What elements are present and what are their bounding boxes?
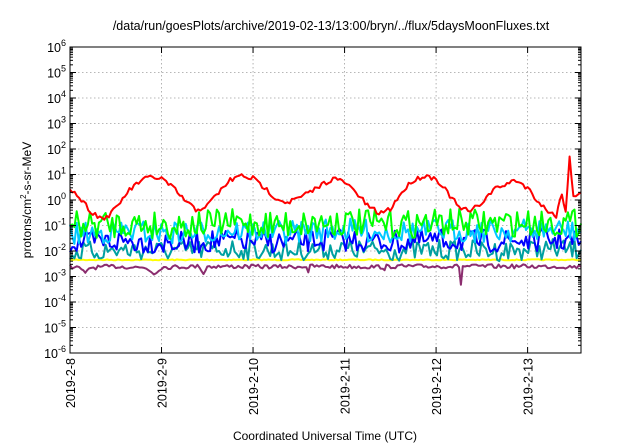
series-line (69, 258, 582, 262)
y-tick-label-base: 10 (47, 194, 61, 208)
y-axis: 10-610-510-410-310-210-11001011021031041… (44, 38, 581, 361)
y-tick-label: 103 (47, 115, 66, 132)
y-tick-label-exp: 4 (61, 89, 66, 99)
x-tick-label: 2019-2-12 (430, 358, 444, 415)
y-tick-label-base: 10 (47, 143, 61, 157)
y-tick-label-exp: 0 (61, 191, 66, 201)
x-axis-label: Coordinated Universal Time (UTC) (233, 429, 417, 443)
y-tick-label: 10-6 (44, 344, 66, 361)
x-tick-label: 2019-2-8 (64, 358, 78, 408)
x-axis: 2019-2-8 2019-2-9 2019-2-10 2019-2-11 2019-2… (64, 47, 536, 415)
y-tick-label-exp: 2 (61, 140, 66, 150)
y-tick-label-base: 10 (47, 118, 61, 132)
y-tick-label: 106 (47, 38, 66, 55)
y-axis-label-base: protons/cm (20, 199, 34, 258)
y-tick-label: 100 (47, 191, 66, 208)
y-tick-label-base: 10 (44, 322, 58, 336)
y-axis-label: protons/cm2-s-sr-MeV (19, 142, 34, 258)
x-tick-label: 2019-2-11 (339, 358, 353, 414)
series-line (69, 227, 582, 254)
y-axis-label-sup: 2 (19, 194, 28, 199)
y-tick-label-exp: -6 (58, 344, 66, 354)
x-tick-label: 2019-2-13 (522, 358, 536, 415)
y-tick-label-base: 10 (47, 169, 61, 183)
y-tick-label: 10-5 (44, 319, 66, 336)
y-tick-label-exp: -1 (58, 217, 66, 227)
y-tick-label-exp: -5 (58, 319, 66, 329)
y-tick-label: 10-2 (44, 242, 66, 259)
y-tick-label-exp: 3 (61, 115, 66, 125)
y-tick-label-base: 10 (44, 271, 58, 285)
chart-title: /data/run/goesPlots/archive/2019-02-13/1… (113, 19, 550, 33)
series-layer (69, 155, 582, 286)
y-tick-label-exp: -3 (58, 268, 66, 278)
y-tick-label: 10-3 (44, 268, 66, 285)
y-tick-label-base: 10 (47, 92, 61, 106)
y-tick-label: 101 (47, 166, 66, 183)
y-tick-label-exp: -2 (58, 242, 66, 252)
y-tick-label: 104 (47, 89, 66, 106)
y-tick-label-base: 10 (44, 220, 58, 234)
x-tick-label: 2019-2-9 (156, 358, 170, 408)
y-tick-label-base: 10 (47, 41, 61, 55)
y-tick-label-exp: 1 (61, 166, 66, 176)
series-line (69, 263, 582, 286)
y-tick-label-exp: 6 (61, 38, 66, 48)
y-tick-label-base: 10 (47, 67, 61, 81)
y-tick-label: 10-1 (44, 217, 66, 234)
y-tick-label-base: 10 (44, 245, 58, 259)
y-tick-label: 105 (47, 64, 66, 81)
y-tick-label-exp: -4 (58, 293, 66, 303)
y-axis-label-rest: -s-sr-MeV (20, 142, 34, 195)
x-tick-label: 2019-2-10 (247, 358, 261, 415)
y-tick-label-base: 10 (44, 347, 58, 361)
y-tick-label: 102 (47, 140, 66, 157)
grid-lines (70, 47, 581, 353)
series-line (69, 207, 582, 240)
y-tick-label: 10-4 (44, 293, 66, 310)
y-tick-label-exp: 5 (61, 64, 66, 74)
y-tick-label-base: 10 (44, 296, 58, 310)
series-line (69, 155, 582, 221)
